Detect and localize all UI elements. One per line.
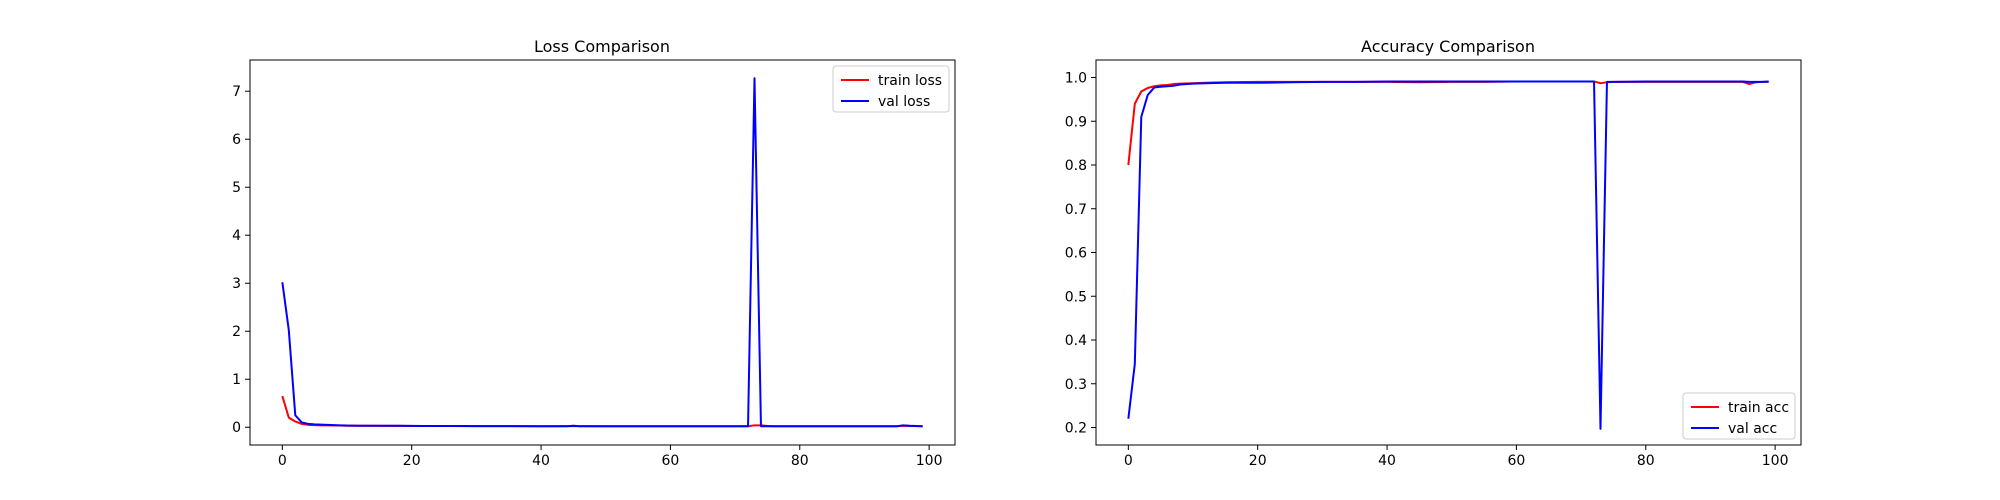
loss-legend-label-val-loss: val loss	[878, 94, 930, 110]
accuracy-series-val-acc	[1127, 80, 1769, 430]
loss-ytick-label: 3	[232, 276, 241, 292]
loss-legend-label-train-loss: train loss	[878, 73, 942, 89]
accuracy-ytick-label: 0.4	[1065, 333, 1087, 349]
loss-xtick-label: 80	[791, 453, 809, 469]
accuracy-ytick-label: 0.2	[1065, 421, 1087, 437]
loss-xtick-label: 20	[403, 453, 421, 469]
accuracy-chart: Accuracy Comparison 0 20 40 60 80 100 0.2 0.3 0.…	[1065, 37, 1802, 470]
loss-ytick-label: 7	[232, 84, 241, 100]
loss-series-layer	[281, 77, 923, 428]
loss-chart-title: Loss Comparison	[534, 37, 670, 56]
accuracy-xtick-label: 100	[1762, 453, 1789, 469]
loss-ytick-label: 6	[232, 132, 241, 148]
loss-ytick-label: 1	[232, 372, 241, 388]
accuracy-legend: train acc val acc	[1682, 392, 1796, 440]
accuracy-plot-frame	[1095, 59, 1802, 446]
loss-ytick-label: 5	[232, 180, 241, 196]
accuracy-ytick-label: 0.3	[1065, 377, 1087, 393]
accuracy-ytick-label: 0.5	[1065, 289, 1087, 305]
loss-xtick-label: 40	[532, 453, 550, 469]
loss-xtick-label: 60	[661, 453, 679, 469]
accuracy-series-layer	[1127, 80, 1769, 430]
accuracy-xtick-label: 80	[1637, 453, 1655, 469]
accuracy-chart-title: Accuracy Comparison	[1361, 37, 1535, 56]
accuracy-ytick-label: 0.8	[1065, 158, 1087, 174]
loss-xtick-label: 100	[916, 453, 943, 469]
accuracy-ytick-label: 1.0	[1065, 71, 1087, 87]
accuracy-xtick-label: 60	[1507, 453, 1525, 469]
loss-ytick-label: 4	[232, 228, 241, 244]
accuracy-ytick-label: 0.7	[1065, 202, 1087, 218]
accuracy-tick-layer: 0 20 40 60 80 100 0.2 0.3 0.4 0.5 0.6 0.7 0.8 0.9 1.0	[1065, 71, 1789, 470]
accuracy-legend-label-train-acc: train acc	[1728, 400, 1789, 416]
accuracy-ytick-label: 0.9	[1065, 114, 1087, 130]
loss-ytick-label: 0	[232, 420, 241, 436]
accuracy-xtick-label: 0	[1124, 453, 1133, 469]
loss-ytick-label: 2	[232, 324, 241, 340]
loss-legend: train loss val loss	[832, 65, 950, 113]
accuracy-xtick-label: 20	[1249, 453, 1267, 469]
loss-chart: Loss Comparison 0 20 40 60 80 100 0 1 2 3 4 5 6 7 tra…	[232, 37, 956, 469]
loss-plot-frame	[249, 59, 956, 446]
loss-xtick-label: 0	[278, 453, 287, 469]
accuracy-ytick-label: 0.6	[1065, 246, 1087, 262]
accuracy-xtick-label: 40	[1378, 453, 1396, 469]
accuracy-legend-label-val-acc: val acc	[1728, 421, 1777, 437]
loss-series-val-loss	[281, 77, 923, 428]
loss-tick-layer: 0 20 40 60 80 100 0 1 2 3 4 5 6 7	[232, 84, 942, 469]
